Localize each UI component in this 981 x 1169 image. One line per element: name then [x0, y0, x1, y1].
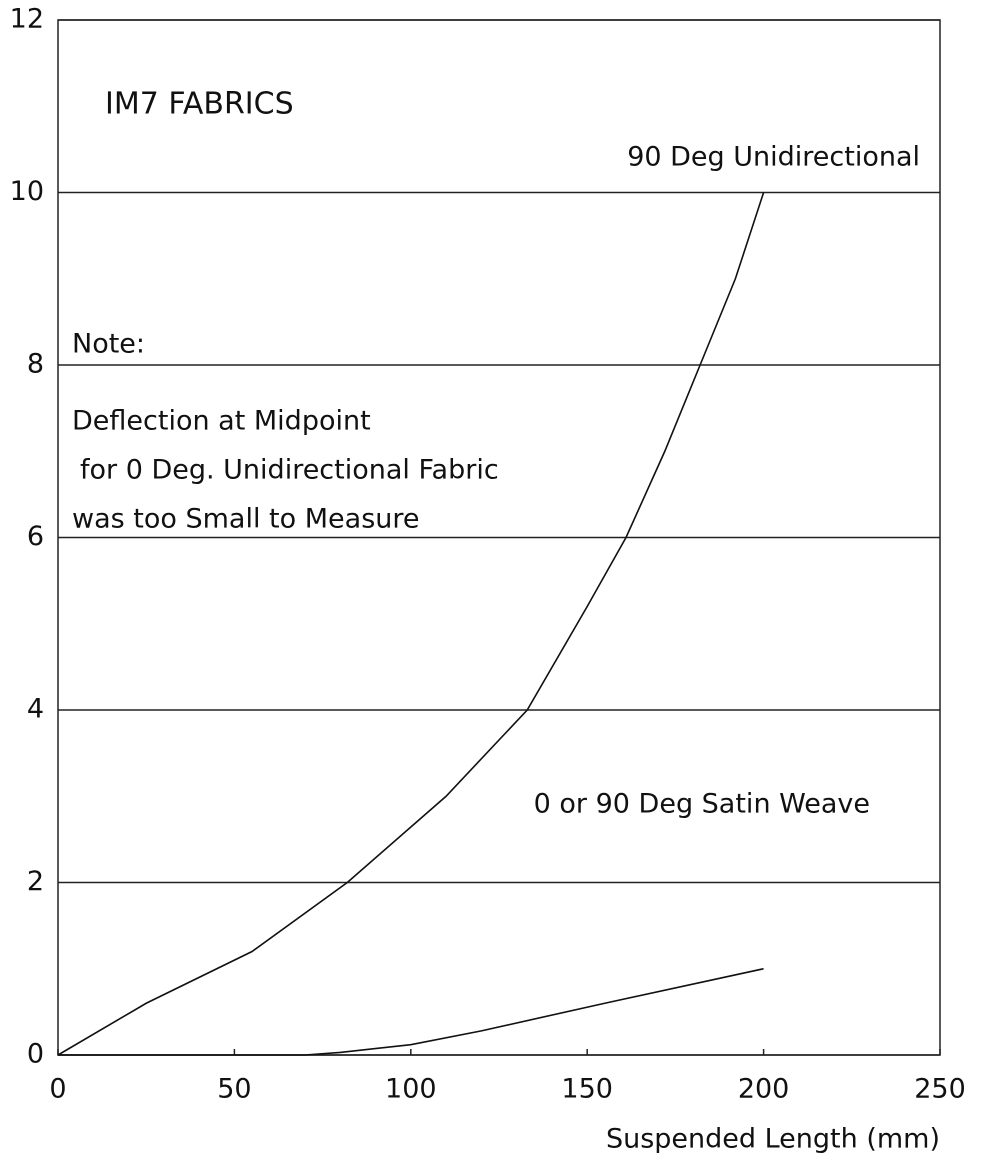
x-tick-label: 0: [49, 1074, 66, 1105]
y-tick-label: 2: [27, 866, 44, 897]
y-tick-label: 4: [27, 694, 44, 725]
plot-frame: [57, 19, 941, 1056]
annotation: Deflection at Midpoint: [72, 406, 371, 437]
annotation: was too Small to Measure: [72, 504, 420, 535]
y-tick-label: 0: [27, 1039, 44, 1070]
x-tick-label: 100: [385, 1074, 437, 1105]
series-line: [57, 192, 765, 1056]
y-tick-label: 12: [10, 4, 44, 35]
x-tick-label: 50: [217, 1074, 251, 1105]
x-tick-label: 150: [561, 1074, 613, 1105]
annotation: Note:: [72, 329, 145, 360]
annotation: for 0 Deg. Unidirectional Fabric: [80, 455, 499, 486]
series-label: 90 Deg Unidirectional: [627, 142, 920, 173]
annotation: IM7 FABRICS: [105, 87, 294, 122]
y-tick-label: 10: [10, 176, 44, 207]
x-tick-label: 250: [914, 1074, 966, 1105]
y-tick-label: 8: [27, 349, 44, 380]
x-tick-label: 200: [738, 1074, 790, 1105]
x-axis-label: Suspended Length (mm): [606, 1124, 940, 1155]
series-label: 0 or 90 Deg Satin Weave: [534, 789, 870, 820]
y-tick-label: 6: [27, 521, 44, 552]
series-line: [58, 967, 764, 1056]
